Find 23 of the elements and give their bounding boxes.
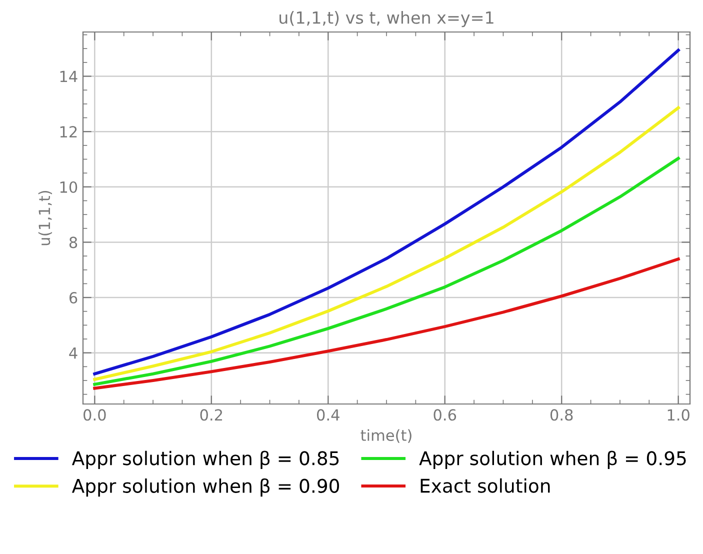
x-tick-label: 1.0 bbox=[668, 409, 690, 421]
x-tick-label: 0.2 bbox=[200, 409, 222, 421]
line-series bbox=[93, 258, 680, 390]
x-tick-label: 0.0 bbox=[84, 409, 106, 421]
y-axis-title: u(1,1,t) bbox=[38, 190, 52, 246]
line-series bbox=[93, 48, 680, 376]
legend-label: Appr solution when β = 0.95 bbox=[419, 450, 686, 469]
y-tick-label: 12 bbox=[60, 126, 77, 138]
y-tick-label: 8 bbox=[69, 236, 78, 248]
legend-label: Appr solution when β = 0.90 bbox=[72, 478, 340, 497]
chart-title: u(1,1,t) vs t, when x=y=1 bbox=[280, 11, 494, 28]
y-tick-label: 14 bbox=[60, 70, 78, 82]
legend-label: Appr solution when β = 0.85 bbox=[72, 450, 339, 469]
x-axis-title: time(t) bbox=[360, 429, 412, 443]
y-tick-label: 4 bbox=[69, 348, 78, 359]
legend-label: Exact solution bbox=[420, 478, 550, 493]
y-tick-label: 6 bbox=[69, 292, 78, 304]
x-tick-label: 0.4 bbox=[316, 409, 340, 421]
x-tick-label: 0.6 bbox=[434, 409, 456, 421]
x-tick-label: 0.8 bbox=[550, 409, 573, 421]
y-tick-label: 10 bbox=[60, 181, 78, 193]
line-series bbox=[93, 106, 680, 381]
line-series bbox=[93, 156, 680, 386]
